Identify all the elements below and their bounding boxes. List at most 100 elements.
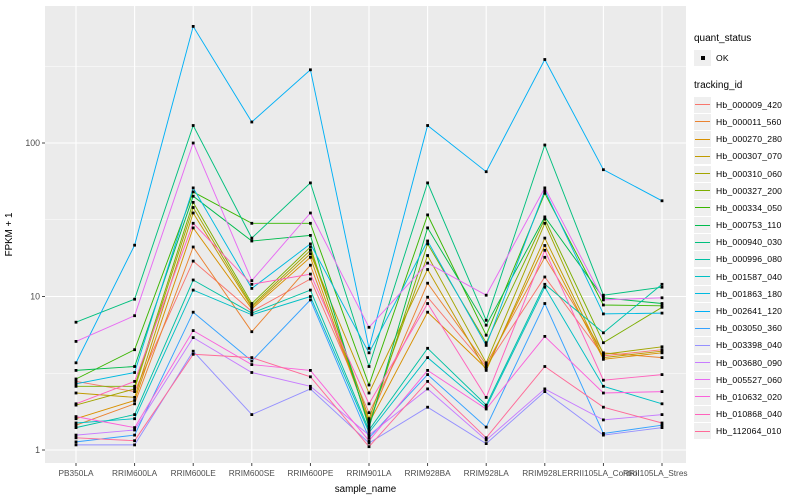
data-point bbox=[74, 340, 78, 343]
legend-label: Hb_000753_110 bbox=[716, 220, 782, 231]
legend-key-box bbox=[694, 337, 711, 354]
data-point bbox=[191, 278, 195, 282]
legend-label-ok: OK bbox=[716, 52, 729, 63]
data-point bbox=[250, 371, 254, 374]
legend-label: Hb_000011_560 bbox=[716, 116, 782, 127]
data-point bbox=[660, 348, 664, 352]
legend-item-Hb_112064_010: Hb_112064_010 bbox=[688, 423, 800, 440]
data-point bbox=[660, 402, 664, 406]
data-point bbox=[133, 433, 136, 437]
data-point bbox=[543, 365, 547, 368]
data-point bbox=[74, 426, 78, 429]
data-point bbox=[543, 302, 547, 305]
data-point bbox=[133, 399, 136, 402]
series-color-line-icon bbox=[695, 396, 710, 398]
y-tick-label: 10 bbox=[30, 292, 40, 302]
data-point bbox=[191, 259, 195, 263]
x-tick-label: RRIM928BA bbox=[405, 468, 452, 478]
data-point bbox=[543, 143, 547, 147]
legend-key-box bbox=[694, 388, 711, 405]
data-point bbox=[250, 413, 254, 416]
legend-item-Hb_003680_090: Hb_003680_090 bbox=[688, 354, 800, 371]
data-point bbox=[133, 417, 136, 421]
data-point bbox=[543, 215, 547, 219]
series-color-line-icon bbox=[695, 224, 710, 226]
data-point bbox=[309, 211, 312, 215]
data-point bbox=[543, 191, 547, 195]
data-point bbox=[367, 419, 371, 423]
legend-key-box bbox=[694, 406, 711, 423]
series-color-line-icon bbox=[695, 121, 710, 123]
data-point bbox=[309, 263, 312, 267]
legend-label: Hb_003680_090 bbox=[716, 357, 783, 368]
legend-key-box bbox=[694, 423, 711, 440]
legend-label: Hb_010868_040 bbox=[716, 409, 783, 420]
data-point bbox=[660, 285, 664, 289]
data-point bbox=[426, 369, 429, 372]
x-tick-label: PB350LA bbox=[58, 468, 94, 478]
data-point bbox=[367, 402, 371, 406]
data-point bbox=[74, 443, 78, 447]
data-point bbox=[133, 439, 136, 443]
data-point bbox=[250, 330, 254, 334]
series-color-line-icon bbox=[695, 327, 710, 329]
data-point bbox=[484, 341, 488, 345]
data-point bbox=[660, 426, 664, 429]
data-point bbox=[484, 367, 488, 370]
data-point bbox=[426, 356, 429, 359]
data-point bbox=[74, 391, 78, 395]
data-point bbox=[309, 252, 312, 256]
data-point bbox=[426, 268, 429, 271]
legend-item-Hb_000753_110: Hb_000753_110 bbox=[688, 217, 800, 234]
legend-item-Hb_000327_200: Hb_000327_200 bbox=[688, 182, 800, 199]
data-point bbox=[309, 369, 312, 372]
data-point bbox=[660, 305, 664, 309]
data-point bbox=[133, 348, 136, 352]
data-point bbox=[484, 318, 488, 322]
data-point bbox=[309, 375, 312, 379]
data-point bbox=[484, 365, 488, 368]
data-point bbox=[484, 170, 488, 174]
data-point bbox=[250, 305, 254, 309]
series-color-line-icon bbox=[695, 430, 710, 432]
data-point bbox=[543, 189, 547, 192]
data-point bbox=[484, 363, 488, 366]
data-point bbox=[74, 421, 78, 425]
data-point bbox=[250, 279, 254, 282]
data-point bbox=[250, 307, 254, 311]
legend-label: Hb_001587_040 bbox=[716, 271, 783, 282]
data-point bbox=[250, 313, 254, 317]
legend-item-Hb_010632_020: Hb_010632_020 bbox=[688, 388, 800, 405]
legend-key-box bbox=[694, 320, 711, 337]
legend-item-Hb_002641_120: Hb_002641_120 bbox=[688, 302, 800, 320]
data-point bbox=[191, 190, 195, 194]
data-point bbox=[660, 345, 664, 349]
data-point bbox=[309, 234, 312, 237]
data-point bbox=[484, 369, 488, 372]
data-point bbox=[309, 387, 312, 391]
data-point bbox=[74, 369, 78, 372]
data-point bbox=[191, 226, 195, 230]
data-point bbox=[426, 346, 429, 350]
data-point bbox=[367, 346, 371, 350]
x-tick-label: RRIM600SE bbox=[229, 468, 276, 478]
data-point bbox=[602, 391, 605, 395]
series-color-line-icon bbox=[695, 104, 710, 106]
series-color-line-icon bbox=[695, 293, 710, 295]
data-point bbox=[367, 411, 371, 415]
data-point bbox=[133, 380, 136, 383]
data-point bbox=[191, 194, 195, 198]
data-point bbox=[543, 387, 547, 391]
legend-item-Hb_001587_040: Hb_001587_040 bbox=[688, 268, 800, 285]
data-point bbox=[191, 124, 195, 127]
legend-label: Hb_000270_280 bbox=[716, 134, 783, 145]
legend-title-tracking-id: tracking_id bbox=[694, 80, 743, 92]
legend-label: Hb_005527_060 bbox=[716, 374, 783, 385]
data-point bbox=[250, 282, 254, 286]
data-point bbox=[74, 384, 78, 388]
data-point bbox=[250, 221, 254, 225]
data-point bbox=[426, 295, 429, 299]
data-point bbox=[133, 443, 136, 447]
legend-key-box bbox=[694, 165, 711, 182]
data-point bbox=[602, 384, 605, 388]
